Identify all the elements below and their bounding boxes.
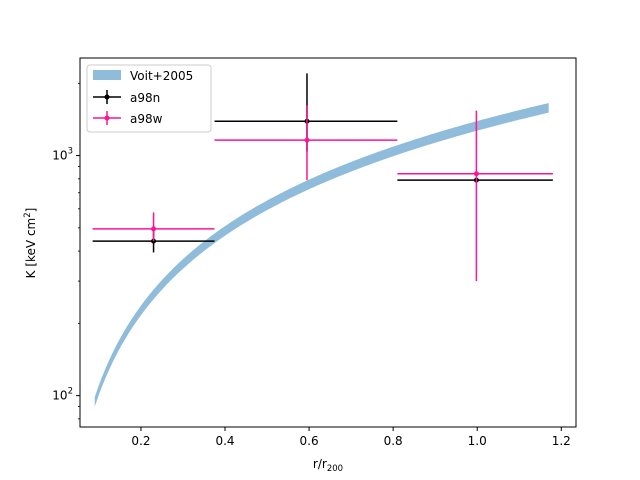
legend-band-swatch [93,70,121,80]
series-layer [92,73,553,282]
legend-label-a98n: a98n [130,91,160,105]
legend-marker-a98n [93,90,121,104]
y-axis: 102 103 [52,82,80,420]
legend-marker-a98w [93,111,121,125]
data-point-a98w-2 [214,105,398,181]
y-tick-label: 102 [52,387,73,403]
x-tick-label: 1.2 [552,434,571,448]
x-tick-label: 0.8 [384,434,403,448]
x-tick-label: 0.2 [131,434,150,448]
point-marker [473,171,479,177]
x-tick-label: 1.0 [468,434,487,448]
x-tick-label: 0.6 [300,434,319,448]
data-point-a98w-1 [92,212,215,242]
plot-frame [79,57,577,428]
voit-band [94,103,549,407]
x-axis: 0.2 0.4 0.6 0.8 1.0 1.2 [131,427,571,448]
x-tick-label: 0.4 [215,434,234,448]
y-axis-label: K [keV cm2] [23,208,38,279]
legend-label-band: Voit+2005 [130,69,193,83]
legend-box [86,64,212,133]
band-layer [94,103,549,407]
data-point-a98w-3 [397,110,553,282]
point-marker [151,226,157,232]
y-tick-label: 103 [52,147,73,163]
legend: Voit+2005 a98n a98w [86,64,212,133]
legend-label-a98w: a98w [130,112,163,126]
point-marker [304,137,310,143]
x-axis-label: r/r200 [313,457,343,474]
data-point-a98n-3 [397,177,553,183]
